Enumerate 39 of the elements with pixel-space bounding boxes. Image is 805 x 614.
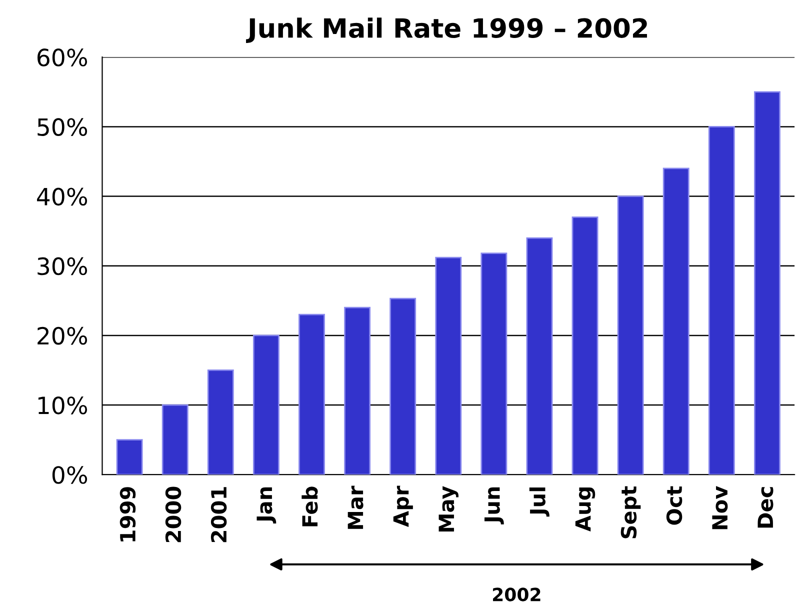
- bar: [207, 370, 234, 475]
- bar: [116, 439, 143, 475]
- x-tick-label: 2000: [165, 486, 182, 542]
- x-tick-label: Dec: [758, 487, 774, 528]
- bar: [526, 237, 553, 475]
- x-tick-label: Jun: [484, 487, 504, 524]
- y-tick-label: 20%: [38, 326, 88, 345]
- x-tick-label: Feb: [302, 486, 318, 526]
- bar: [390, 298, 416, 475]
- y-tick-label: 10%: [38, 396, 88, 414]
- bar: [252, 334, 280, 475]
- x-tick-label: Nov: [712, 486, 728, 530]
- bar: [617, 196, 644, 475]
- x-tick-label: Jul: [529, 487, 550, 517]
- chart-title: Junk Mail Rate 1999 – 2002: [246, 18, 647, 43]
- x-tick-label: Jan: [256, 487, 276, 524]
- y-tick-label: 40%: [37, 188, 88, 206]
- y-tick-label: 0%: [52, 466, 88, 484]
- x-tick-label: Sept: [620, 486, 641, 538]
- x-tick-label: 2001: [210, 487, 227, 542]
- bar: [662, 168, 690, 475]
- y-tick-label: 60%: [38, 48, 88, 66]
- bar: [298, 314, 325, 475]
- bar: [708, 126, 735, 475]
- x-tick-label: Oct: [666, 486, 682, 525]
- bar: [480, 252, 508, 475]
- x-tick-label: 1999: [120, 487, 136, 542]
- text: 2002: [493, 588, 540, 602]
- bar: [572, 216, 598, 475]
- x-tick-label: Mar: [348, 486, 364, 529]
- y-tick-label: 50%: [38, 118, 88, 136]
- x-tick-label: May: [438, 486, 458, 532]
- bar: [162, 404, 188, 475]
- bar: [435, 256, 462, 475]
- bar: [344, 306, 371, 475]
- x-tick-label: Apr: [393, 486, 413, 527]
- y-tick-label: 30%: [38, 257, 88, 276]
- bar: [754, 91, 780, 475]
- x-tick-label: Aug: [575, 487, 596, 532]
